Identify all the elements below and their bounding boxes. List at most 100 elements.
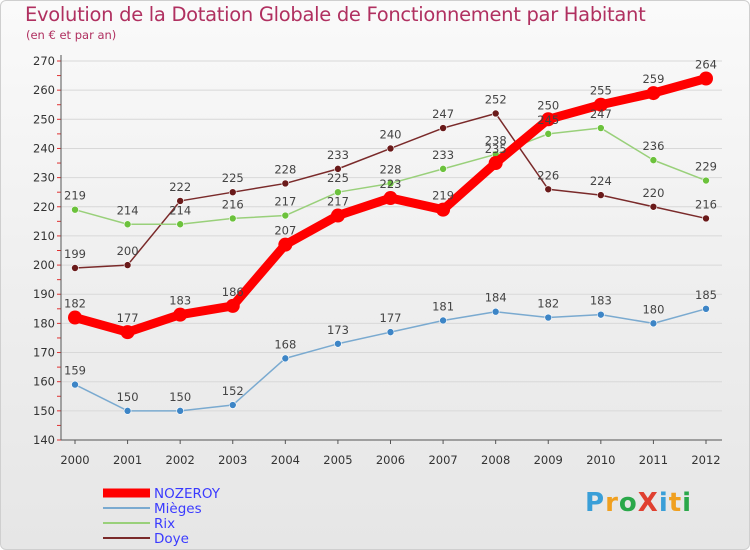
data-label: 214	[169, 203, 191, 217]
legend-label: NOZEROY	[154, 486, 221, 502]
data-labels: 199 200 222 225 228 233 240 247 252 226 224 220 216 2…	[64, 57, 717, 403]
logo-letter: r	[605, 488, 619, 518]
chart-subtitle: (en € et par an)	[26, 28, 117, 42]
data-point-rix	[176, 220, 184, 229]
data-point-doye	[386, 144, 395, 153]
data-label: 217	[327, 195, 349, 209]
data-point-nozeroy	[646, 86, 661, 101]
data-point-doye	[228, 188, 237, 196]
data-label: 229	[695, 160, 717, 174]
data-point-mièges	[491, 307, 500, 316]
data-label: 259	[642, 72, 664, 86]
data-label: 200	[117, 244, 139, 258]
logo-letter: o	[618, 488, 638, 518]
data-label: 216	[222, 197, 244, 211]
data-label: 182	[537, 297, 559, 311]
x-tick-label: 2011	[639, 453, 668, 467]
data-label: 247	[590, 107, 612, 121]
data-point-nozeroy	[68, 310, 82, 325]
x-tick-label: 2005	[323, 453, 352, 467]
data-point-doye	[491, 109, 500, 118]
y-tick-label: 190	[33, 287, 55, 301]
data-point-doye	[702, 214, 710, 223]
y-tick-label: 180	[33, 316, 55, 330]
data-label: 181	[432, 299, 454, 313]
logo-letter: i	[658, 488, 669, 518]
x-tick-label: 2004	[271, 453, 300, 467]
data-label: 183	[590, 294, 612, 308]
grid-lines	[61, 60, 722, 441]
data-point-rix	[702, 176, 710, 185]
data-point-rix	[281, 211, 290, 220]
data-point-rix	[386, 179, 395, 188]
data-label: 220	[642, 186, 664, 200]
data-label: 152	[222, 384, 244, 398]
data-point-doye	[649, 202, 658, 211]
data-label: 252	[485, 92, 507, 106]
data-label: 255	[590, 84, 612, 98]
data-point-mièges	[228, 401, 237, 409]
data-label: 225	[327, 171, 349, 185]
proxiti-logo: ProXiti	[585, 488, 692, 518]
data-point-nozeroy	[330, 208, 345, 223]
legend-label: Mièges	[154, 501, 202, 517]
data-point-nozeroy	[225, 298, 240, 313]
data-point-doye	[281, 179, 290, 188]
data-point-rix	[649, 156, 658, 164]
data-label: 159	[64, 364, 86, 378]
data-point-nozeroy	[541, 112, 556, 127]
data-label: 216	[695, 197, 717, 211]
data-label: 214	[117, 203, 139, 217]
y-tick-label: 220	[33, 200, 55, 214]
x-tick-label: 2012	[691, 453, 720, 467]
data-point-nozeroy	[699, 71, 713, 86]
data-point-nozeroy	[593, 97, 608, 112]
data-point-rix	[439, 165, 447, 173]
data-point-doye	[123, 261, 132, 269]
data-point-mièges	[597, 310, 605, 319]
data-label: 223	[380, 177, 402, 191]
data-point-rix	[334, 188, 342, 196]
data-point-mièges	[544, 313, 553, 322]
x-tick-label: 2006	[376, 453, 405, 467]
data-point-nozeroy	[278, 237, 293, 252]
axes: 140 150 160 170 180 190 200 210 220 230 240 250 260 2…	[33, 54, 722, 467]
data-point-nozeroy	[120, 325, 135, 340]
data-label: 224	[590, 174, 612, 188]
data-label: 228	[380, 162, 402, 176]
data-point-mièges	[702, 305, 710, 313]
y-tick-label: 250	[33, 112, 55, 126]
y-tick-label: 210	[33, 229, 55, 243]
legend-label: Doye	[154, 531, 189, 547]
x-tick-label: 2009	[534, 453, 563, 467]
data-label: 222	[169, 180, 191, 194]
data-label: 150	[169, 390, 191, 404]
x-tick-label: 2001	[113, 453, 142, 467]
data-label: 245	[537, 113, 559, 127]
y-tick-label: 270	[33, 54, 55, 68]
data-point-nozeroy	[173, 307, 188, 322]
data-point-mièges	[123, 407, 132, 415]
data-label: 238	[485, 133, 507, 147]
x-tick-label: 2002	[166, 453, 195, 467]
data-point-mièges	[334, 339, 342, 348]
data-label: 183	[169, 294, 191, 308]
data-label: 240	[380, 127, 402, 141]
data-label: 217	[274, 195, 296, 209]
x-tick-label: 2003	[218, 453, 247, 467]
data-label: 177	[380, 311, 402, 325]
data-label: 207	[274, 224, 296, 238]
legend-label: Rix	[154, 516, 175, 532]
chart-title: Evolution de la Dotation Globale de Fonc…	[25, 3, 646, 26]
data-label: 233	[327, 148, 349, 162]
data-label: 168	[274, 337, 296, 351]
x-tick-label: 2008	[481, 453, 510, 467]
data-point-rix	[544, 130, 553, 138]
data-label: 180	[642, 302, 664, 316]
data-label: 185	[695, 288, 717, 302]
y-tick-label: 150	[33, 404, 55, 418]
y-tick-label: 260	[33, 83, 55, 97]
